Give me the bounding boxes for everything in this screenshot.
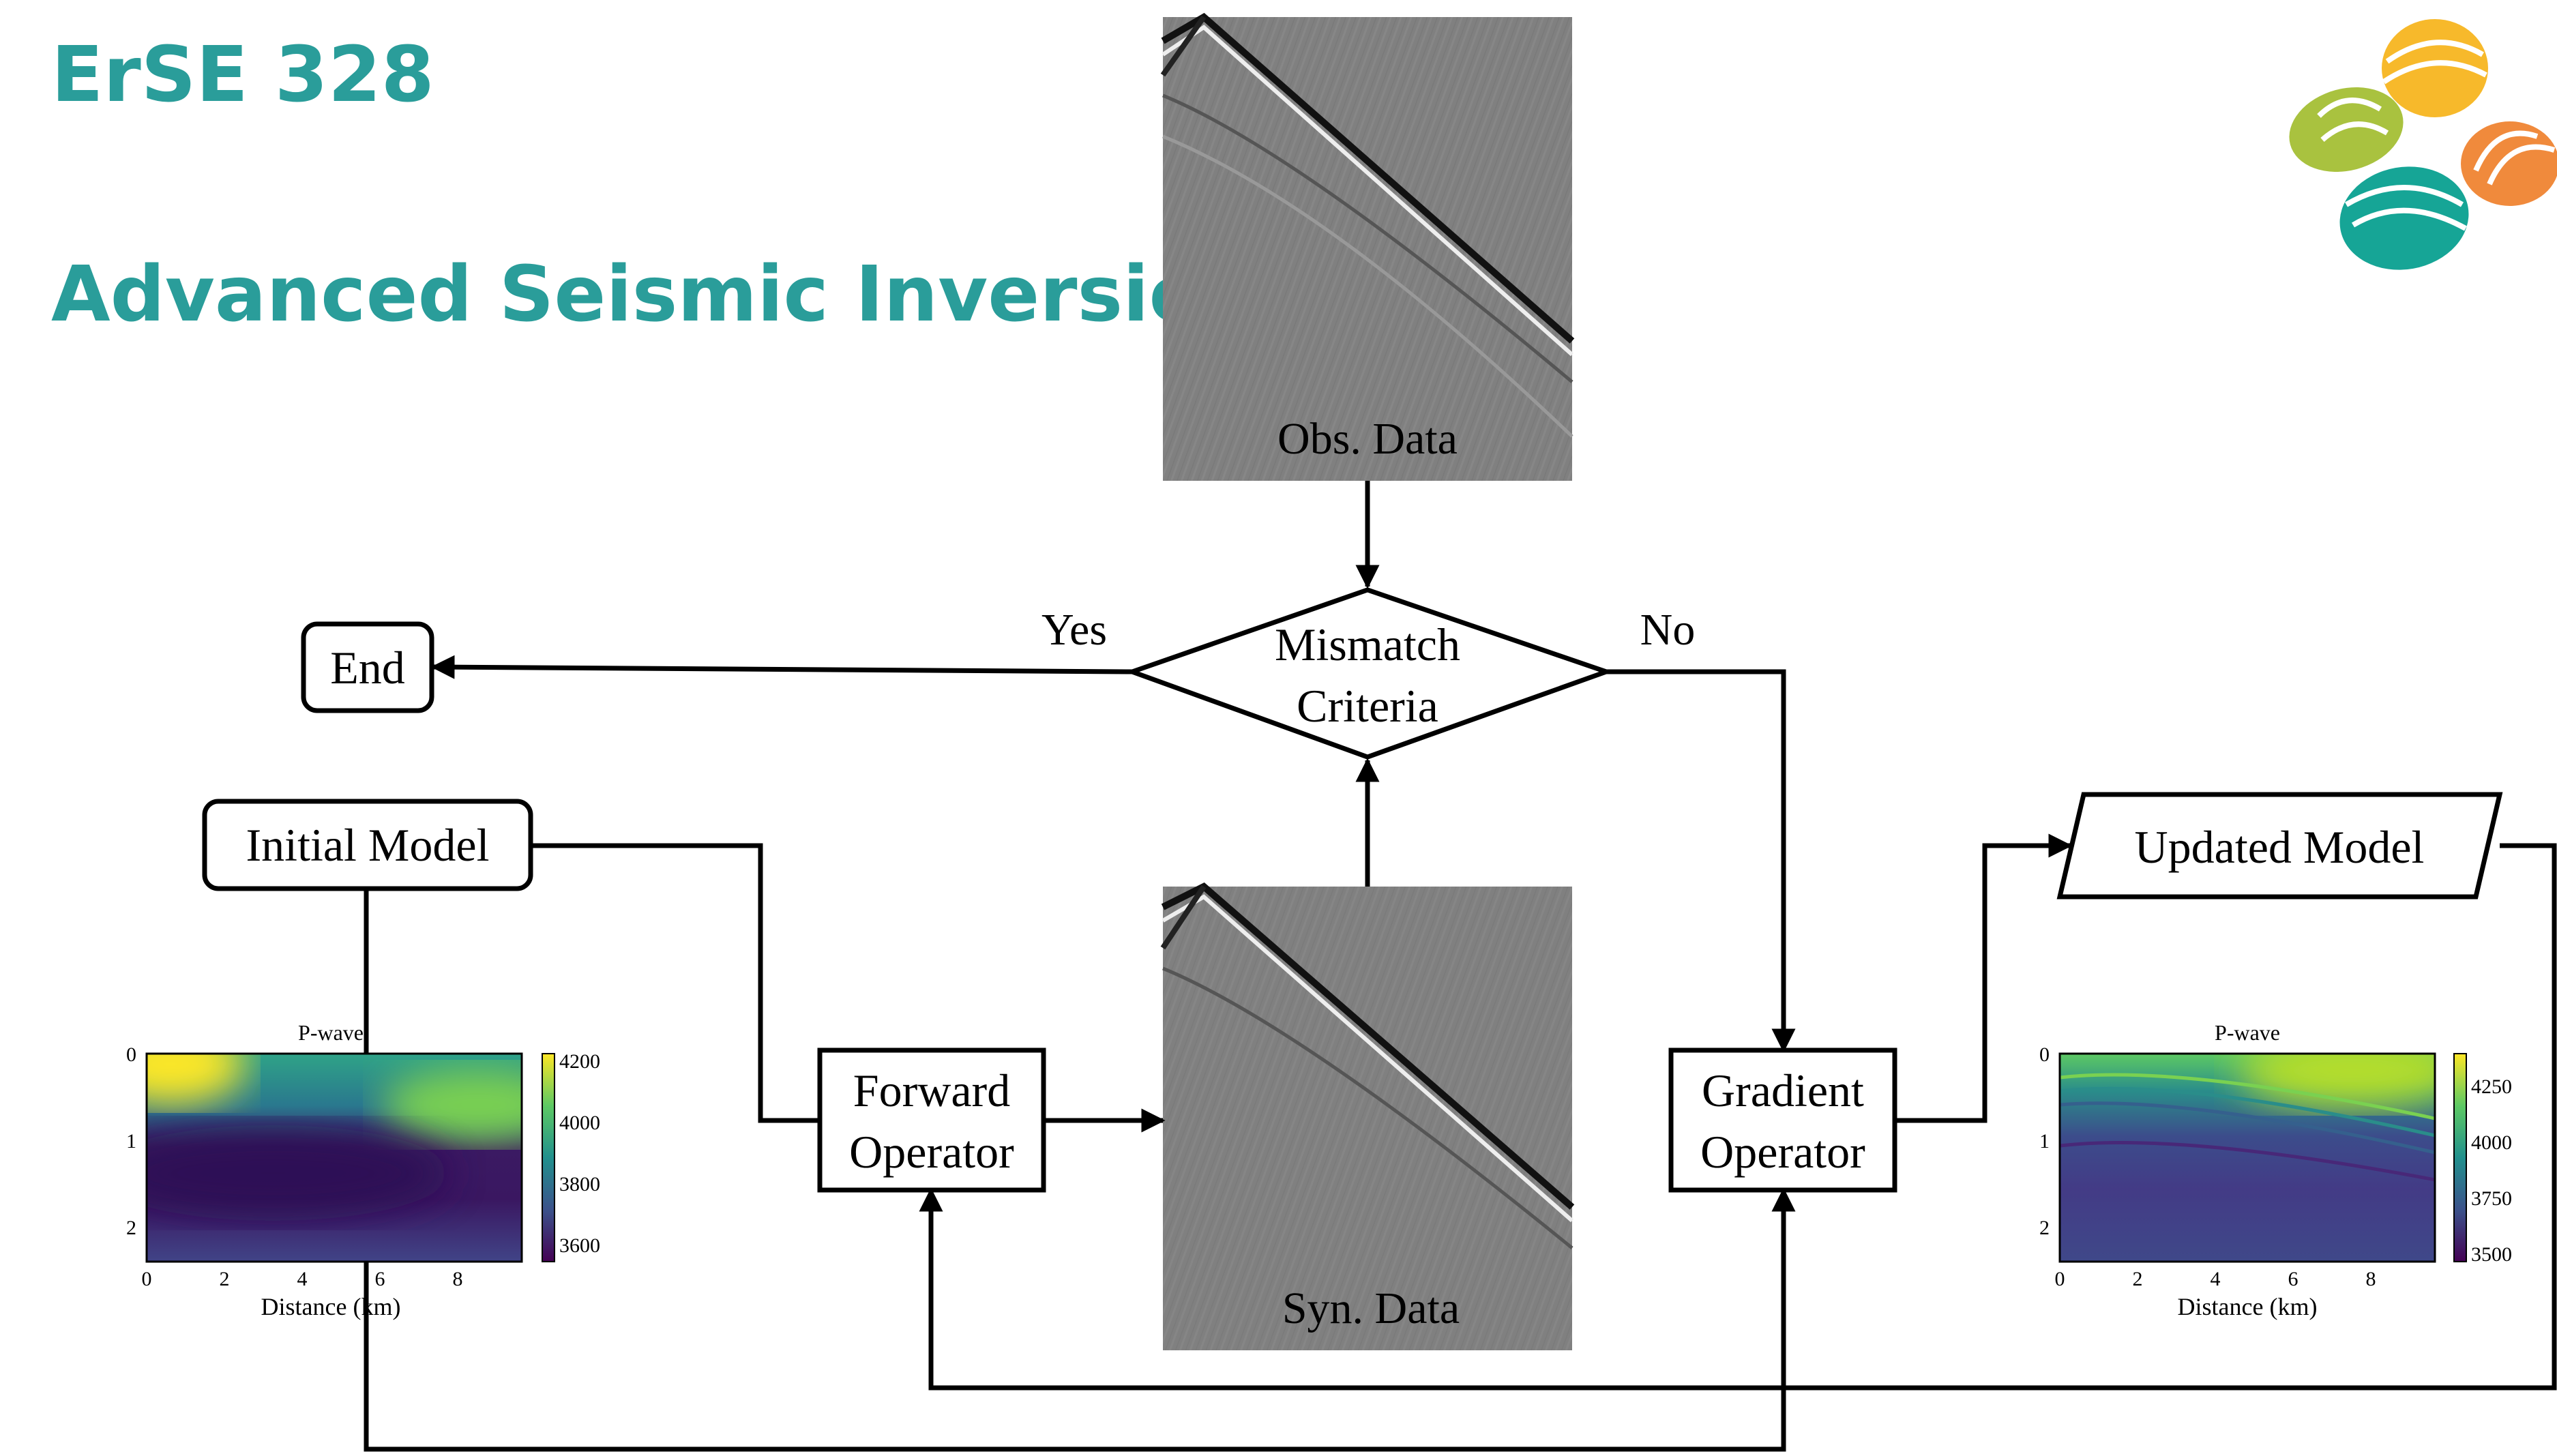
initial-model-label: Initial Model [246,819,490,871]
initial-ytick: 1 [126,1130,136,1153]
syn-data-panel [1160,882,1575,1350]
updated-xtick: 6 [2288,1268,2299,1290]
initial-xtick: 2 [220,1268,230,1290]
gradient-label-line1: Gradient [1702,1065,1864,1116]
gradient-operator-box [1668,1048,1897,1193]
updated-ytick: 0 [2039,1043,2050,1066]
course-code: ErSE 328 [51,31,434,119]
updated-xtick: 4 [2211,1268,2221,1290]
mismatch-label-line1: Mismatch [1275,619,1460,670]
updated-plot-xticks: 0 2 4 6 8 [2055,1268,2376,1290]
initial-plot-xlabel: Distance (km) [261,1293,401,1320]
updated-cbar-tick: 3750 [2471,1187,2512,1210]
initial-xtick: 6 [375,1268,385,1290]
no-label: No [1640,605,1696,655]
updated-xtick: 2 [2133,1268,2143,1290]
flow-connectors [364,481,2557,1452]
initial-cbar-tick: 3800 [559,1173,600,1195]
kaust-logo-icon [2289,19,2557,270]
updated-colorbar-ticks: 4250 4000 3750 3500 [2471,1075,2512,1266]
obs-data-panel [1160,12,1575,481]
mismatch-criteria-diamond [1125,587,1614,760]
updated-cbar-tick: 4000 [2471,1131,2512,1154]
initial-xtick: 8 [453,1268,463,1290]
updated-model-plot [2058,1052,2467,1263]
syn-data-label: Syn. Data [1282,1283,1460,1333]
course-title: Advanced Seismic Inversion [51,250,1256,339]
forward-label-line1: Forward [853,1065,1010,1116]
updated-plot-title: P-wave [2215,1020,2280,1045]
initial-xtick: 4 [297,1268,308,1290]
updated-model-box [2056,792,2503,900]
gradient-label-line2: Operator [1700,1126,1865,1178]
initial-model-plot [145,1052,555,1263]
initial-cbar-tick: 4200 [559,1050,600,1073]
end-label: End [330,642,405,694]
updated-plot-xlabel: Distance (km) [2178,1293,2318,1320]
initial-ytick: 0 [126,1043,136,1066]
updated-ytick: 2 [2039,1217,2050,1239]
initial-plot-yticks: 0 1 2 [126,1043,136,1239]
mismatch-label-line2: Criteria [1297,680,1438,732]
initial-plot-xticks: 0 2 4 6 8 [142,1268,463,1290]
forward-operator-box [817,1048,1046,1193]
initial-plot-title: P-wave [298,1020,364,1045]
initial-ytick: 2 [126,1217,136,1239]
updated-xtick: 8 [2366,1268,2376,1290]
updated-colorbar [2453,1053,2467,1262]
updated-model-label: Updated Model [2135,821,2425,873]
updated-cbar-tick: 3500 [2471,1243,2512,1266]
initial-colorbar [542,1053,555,1262]
initial-model-box [202,799,533,891]
updated-cbar-tick: 4250 [2471,1075,2512,1098]
updated-xtick: 0 [2055,1268,2065,1290]
obs-data-label: Obs. Data [1277,414,1458,464]
updated-ytick: 1 [2039,1130,2050,1153]
initial-cbar-tick: 3600 [559,1234,600,1257]
initial-xtick: 0 [142,1268,152,1290]
updated-plot-yticks: 0 1 2 [2039,1043,2050,1239]
initial-colorbar-ticks: 4200 4000 3800 3600 [559,1050,600,1257]
yes-label: Yes [1041,605,1107,655]
initial-cbar-tick: 4000 [559,1112,600,1134]
end-box [301,621,434,713]
forward-label-line2: Operator [849,1126,1014,1178]
